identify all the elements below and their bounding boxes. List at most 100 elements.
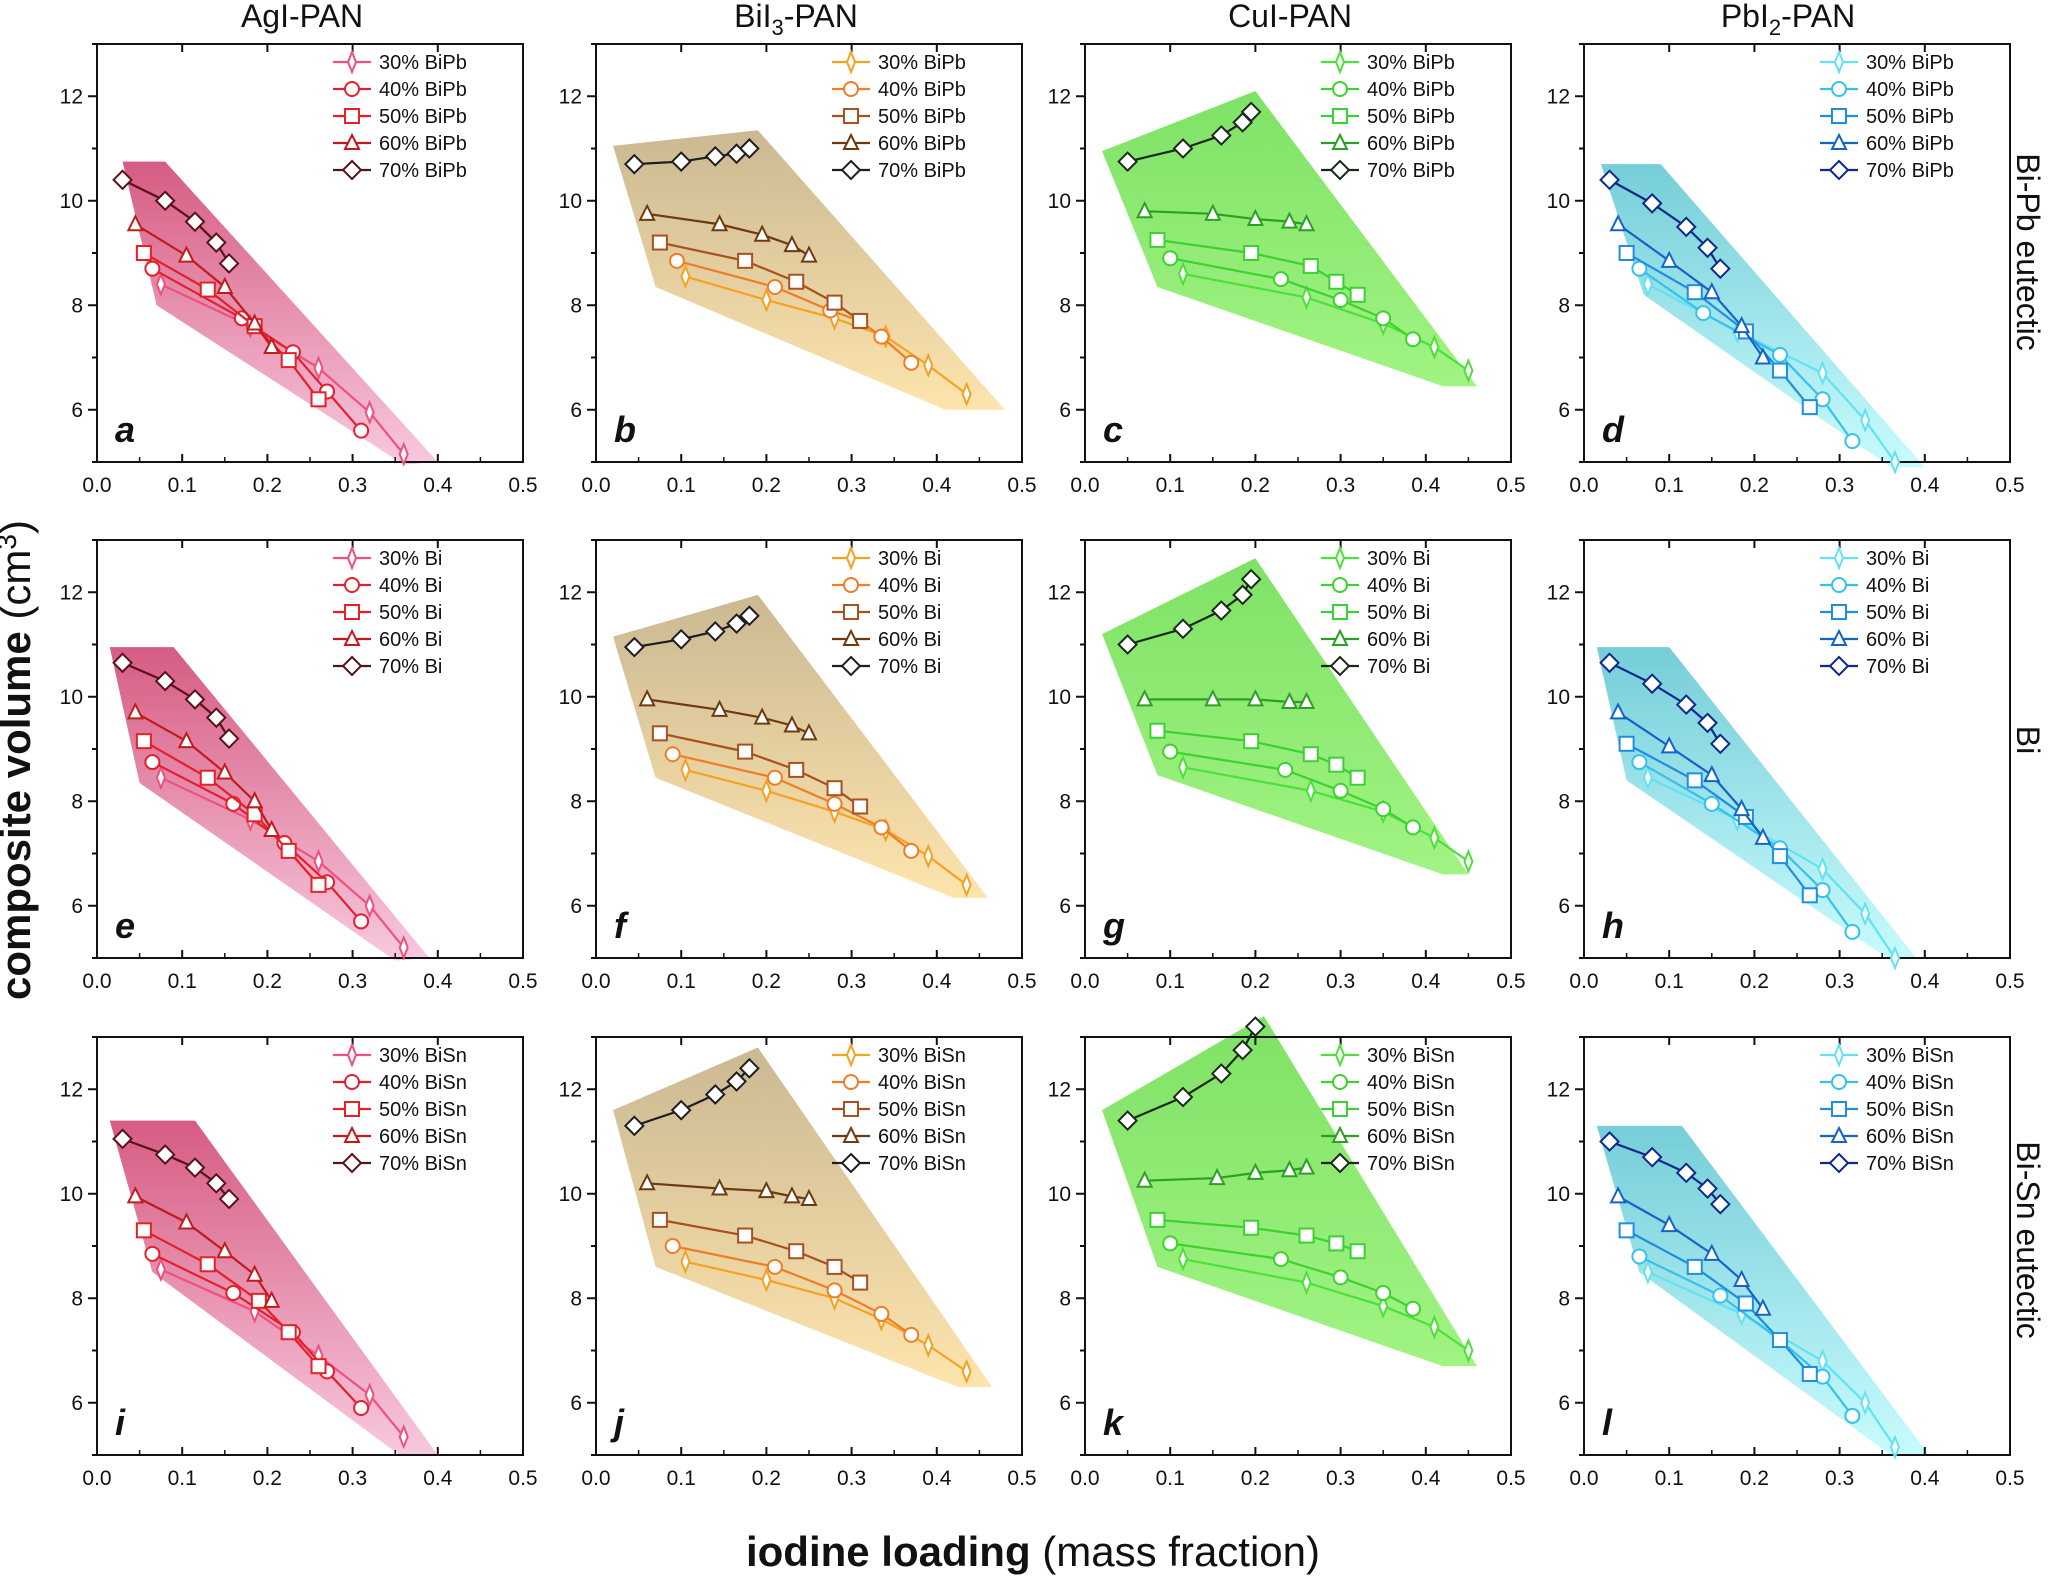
data-point (263, 1290, 281, 1308)
data-point (1703, 1243, 1721, 1261)
x-tick-label: 0.3 (1825, 1467, 1854, 1490)
data-point (216, 1240, 234, 1259)
legend-label: 50% BiSn (878, 1099, 966, 1121)
data-point (826, 1282, 843, 1299)
data-point (1660, 736, 1678, 754)
legend-label: 40% BiSn (379, 1072, 467, 1094)
legend-label: 30% Bi (1367, 548, 1430, 570)
legend-marker (1332, 81, 1348, 97)
y-tick-label: 6 (71, 895, 83, 918)
legend-marker (346, 49, 358, 75)
x-tick-label: 0.5 (1995, 474, 2024, 497)
data-point (1349, 286, 1366, 303)
legend-marker (845, 1042, 857, 1068)
data-point (1618, 735, 1635, 752)
data-point (1641, 1146, 1663, 1168)
data-point (144, 1245, 161, 1262)
legend-label: 60% BiSn (379, 1126, 467, 1148)
envelope-region (613, 1047, 993, 1388)
legend-label: 40% Bi (1367, 575, 1430, 597)
data-point (1642, 1259, 1653, 1285)
data-point (126, 214, 144, 232)
panel-letter: g (1102, 905, 1125, 946)
x-tick-label: 0.0 (1070, 474, 1099, 497)
envelope-region (1102, 1016, 1477, 1367)
data-point (1618, 1222, 1635, 1239)
x-tick-label: 0.0 (581, 474, 610, 497)
data-point (1204, 689, 1222, 707)
data-point (800, 1188, 818, 1206)
data-point (1429, 1314, 1440, 1340)
panel-e: 0.0 0.1 0.2 0.3 0.4 0.5 6 8 10 12 30% Bi 40% Bi 50% … (60, 539, 538, 993)
data-point (1136, 1170, 1154, 1188)
legend-label: 50% Bi (1866, 602, 1929, 624)
data-point (1246, 1162, 1265, 1180)
data-point (783, 715, 801, 733)
data-point (826, 795, 843, 812)
data-point (1889, 945, 1901, 971)
envelope-region (1102, 558, 1469, 875)
data-point (1328, 1235, 1345, 1252)
panel-f: 0.0 0.1 0.2 0.3 0.4 0.5 6 8 10 12 30% Bi 40% Bi 50% … (559, 539, 1037, 993)
data-point (1675, 216, 1697, 238)
data-point (112, 652, 133, 674)
data-point (670, 628, 692, 650)
x-tick-label: 0.2 (1241, 1467, 1270, 1490)
data-point (852, 798, 869, 815)
data-point (710, 1178, 729, 1196)
y-tick-label: 12 (1048, 1078, 1071, 1101)
legend-marker (346, 545, 358, 571)
legend-label: 50% BiSn (379, 1099, 467, 1121)
data-point (680, 1248, 691, 1275)
y-tick-label: 6 (570, 1392, 582, 1415)
legend-marker (1831, 108, 1847, 124)
data-point (1844, 1407, 1861, 1424)
data-point (873, 819, 890, 836)
legend-label: 70% BiPb (878, 160, 966, 182)
x-tick-label: 0.5 (1496, 1467, 1525, 1490)
data-point (1429, 825, 1440, 851)
data-point (1136, 689, 1154, 707)
data-point (670, 1099, 692, 1121)
legend-marker (1332, 604, 1348, 620)
data-point (1817, 856, 1828, 882)
x-tick-label: 0.3 (338, 474, 367, 497)
data-point (1375, 1285, 1392, 1302)
data-point (761, 1267, 772, 1293)
y-tick-label: 8 (1059, 294, 1071, 317)
x-tick-label: 0.4 (1411, 970, 1441, 993)
x-tick-label: 0.0 (1569, 1467, 1598, 1490)
legend-marker (341, 655, 363, 677)
data-point (783, 1186, 801, 1204)
data-point (1733, 1269, 1751, 1287)
data-point (1117, 151, 1139, 172)
legend-marker (842, 628, 860, 646)
data-point (1210, 125, 1232, 146)
data-point (737, 252, 754, 269)
y-axis-title: composite volume (cm3) (0, 520, 39, 1000)
data-point (1172, 1086, 1194, 1108)
data-point (1675, 1162, 1697, 1184)
legend-label: 60% Bi (1367, 629, 1430, 651)
data-point (1375, 801, 1392, 818)
x-tick-label: 0.5 (1007, 1467, 1036, 1490)
legend-marker (1830, 628, 1848, 646)
data-point (250, 1292, 267, 1309)
panel-c: 0.0 0.1 0.2 0.3 0.4 0.5 6 8 10 12 30% BiPb 40% BiPb… (1048, 43, 1526, 497)
data-point (638, 203, 656, 221)
data-point (126, 702, 144, 720)
panel-letter: j (610, 1402, 625, 1443)
data-point (1162, 1235, 1179, 1252)
y-tick-label: 10 (1048, 1183, 1071, 1206)
data-point (651, 234, 668, 251)
data-point (1695, 305, 1712, 322)
data-point (961, 381, 972, 407)
legend-label: 70% Bi (1866, 656, 1929, 678)
data-point (1301, 284, 1312, 311)
data-point (177, 245, 196, 263)
column-title-agi: AgI-PAN (241, 0, 363, 34)
data-point (680, 263, 691, 290)
data-point (1660, 1214, 1678, 1233)
data-point (788, 761, 805, 778)
x-axis-title: iodine loading (mass fraction) (746, 1528, 1320, 1575)
